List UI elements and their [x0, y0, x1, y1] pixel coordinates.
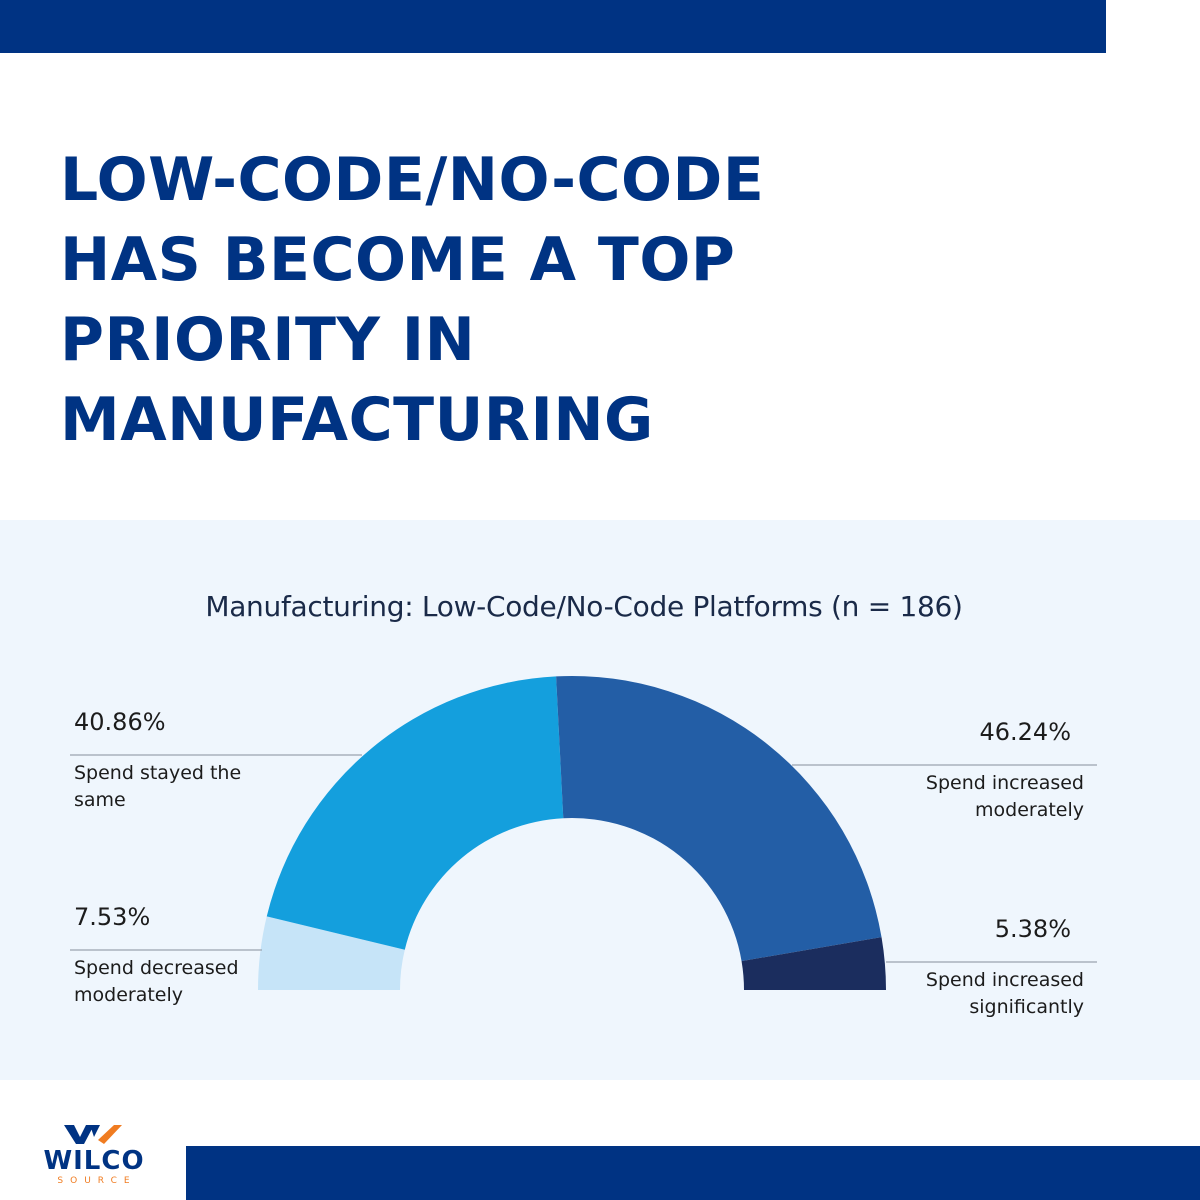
chart-panel: Manufacturing: Low-Code/No-Code Platform… — [0, 520, 1200, 1080]
slice-category-label: Spend decreased — [74, 957, 239, 979]
slice-value-label: 5.38% — [995, 915, 1071, 943]
slice-category-label: moderately — [975, 799, 1084, 821]
slice-value-label: 40.86% — [74, 708, 166, 736]
chart-slice — [266, 676, 564, 950]
headline-line: HAS BECOME A TOP — [60, 225, 736, 295]
half-donut-chart: 7.53% Spend decreased moderately 40.86% Spen… — [70, 676, 1097, 1018]
logo-mark-icon — [64, 1125, 122, 1144]
chart-slice — [741, 937, 886, 990]
headline-line: LOW-CODE/NO-CODE — [60, 145, 765, 215]
slice-category-label: same — [74, 789, 126, 811]
headline: LOW-CODE/NO-CODE HAS BECOME A TOP PRIORI… — [60, 140, 820, 460]
logo-word: WILCO — [43, 1146, 145, 1176]
slice-category-label: significantly — [969, 996, 1084, 1018]
headline-line: MANUFACTURING — [60, 385, 654, 455]
bottom-bar — [186, 1146, 1200, 1200]
slice-value-label: 7.53% — [74, 903, 150, 931]
slice-category-label: Spend increased — [926, 969, 1084, 991]
chart-title: Manufacturing: Low-Code/No-Code Platform… — [205, 590, 963, 623]
slice-category-label: Spend increased — [926, 772, 1084, 794]
logo-sub: SOURCE — [57, 1176, 137, 1186]
wilco-logo: WILCO SOURCE — [38, 1122, 150, 1188]
slice-category-label: moderately — [74, 984, 183, 1006]
headline-line: PRIORITY IN — [60, 305, 476, 375]
chart-slice — [556, 676, 882, 962]
slice-value-label: 46.24% — [979, 718, 1071, 746]
slice-category-label: Spend stayed the — [74, 762, 241, 784]
top-bar — [0, 0, 1106, 53]
chart-slice — [258, 916, 405, 990]
